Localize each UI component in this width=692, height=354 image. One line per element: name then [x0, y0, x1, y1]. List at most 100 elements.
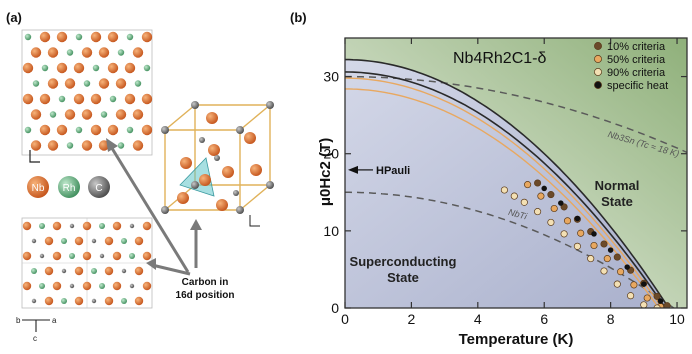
rh-atom: [75, 126, 83, 134]
crystal-view-bottom: b a c: [16, 217, 153, 343]
point-series-0: [600, 240, 608, 248]
nb-atom: [199, 174, 211, 186]
nb-atom: [22, 62, 34, 74]
point-series-1: [537, 192, 545, 200]
point-series-2: [600, 267, 608, 275]
nb-atom: [22, 281, 32, 291]
axis-glyph-top: [29, 150, 40, 163]
c-atom: [39, 253, 45, 259]
nb-atom: [22, 93, 34, 105]
point-series-2: [587, 255, 595, 263]
nb-atom: [82, 251, 92, 261]
c-atom: [91, 238, 97, 244]
c-atom: [266, 181, 274, 189]
nb-atom: [73, 62, 85, 74]
nb-atom: [208, 144, 220, 156]
rh-atom: [39, 283, 45, 289]
rh-atom: [49, 111, 57, 118]
nb-atom: [74, 296, 84, 306]
legend-c-label: C: [95, 183, 102, 194]
c-atom: [129, 223, 135, 229]
fit-curve-2: [345, 77, 663, 308]
point-series-2: [573, 242, 581, 250]
pauli-annotation: HPauli: [348, 165, 410, 177]
c-atom: [69, 283, 75, 289]
carbon-annotation-line1: Carbon in: [182, 277, 229, 288]
legend-rh: Rh: [58, 176, 80, 198]
c-atom: [191, 181, 199, 189]
rh-atom: [117, 142, 125, 149]
nb-atom: [132, 140, 144, 151]
point-series-1: [603, 255, 611, 263]
nb-atom: [134, 296, 144, 306]
nb-atom: [104, 236, 114, 246]
y-tick-label: 10: [323, 223, 339, 239]
point-series-2: [627, 292, 635, 300]
rh-atom: [126, 126, 134, 134]
nb-atom: [81, 140, 93, 151]
nb-atom: [98, 140, 110, 151]
point-series-1: [563, 217, 572, 225]
nb-atom: [124, 93, 136, 105]
c-atom: [266, 101, 274, 109]
rh-atom: [61, 238, 67, 244]
point-series-1: [590, 241, 598, 250]
point-series-2: [547, 218, 555, 226]
rh-atom: [109, 95, 117, 103]
fit-curve-0: [345, 58, 670, 308]
nb-atom: [44, 266, 54, 276]
crystal-view-top: [21, 29, 153, 163]
rh-atom: [117, 49, 125, 56]
rh-atom: [99, 223, 105, 229]
y-tick-label: 20: [323, 146, 339, 162]
rh-atom: [66, 142, 74, 149]
region-superconducting: Superconducting State: [350, 254, 457, 285]
nb-atom: [74, 236, 84, 246]
point-series-0: [547, 191, 555, 199]
point-series-3: [641, 281, 647, 287]
c-atom: [199, 137, 205, 143]
x-tick-label: 8: [607, 311, 615, 327]
point-series-3: [574, 215, 581, 222]
legend-rh-label: Rh: [63, 183, 76, 194]
rh-atom: [143, 64, 151, 72]
rh-atom: [61, 298, 67, 304]
nb-atom: [216, 199, 228, 211]
nb-atom: [52, 251, 62, 261]
rh-atom: [31, 268, 37, 274]
nb-atom: [124, 62, 136, 74]
rh-atom: [41, 64, 49, 72]
x-tick-label: 2: [408, 311, 416, 327]
legend-marker-2: [594, 68, 602, 76]
nb-atom: [132, 109, 144, 120]
c-atom: [161, 126, 169, 134]
point-series-1: [550, 204, 558, 213]
nb-atom: [30, 140, 42, 151]
x-tick-label: 4: [474, 311, 482, 327]
rh-atom: [92, 64, 100, 72]
nb-atom: [90, 93, 102, 105]
superconducting-region: [345, 59, 669, 308]
y-axis-label: μ0Hc2 (T): [317, 138, 334, 206]
nb-atom: [52, 221, 62, 231]
reference-curve-0: [345, 75, 687, 154]
nb-atom: [56, 62, 68, 74]
c-atom: [129, 283, 135, 289]
c-atom: [121, 268, 127, 274]
rh-atom: [75, 33, 83, 41]
nb-atom: [244, 132, 256, 144]
nb-atom: [44, 236, 54, 246]
nb-atom: [107, 31, 119, 43]
nb-atom: [206, 112, 218, 124]
carbon-annotation-line2: 16d position: [176, 290, 235, 301]
nb-atom: [22, 221, 32, 231]
nb-atom: [39, 31, 51, 43]
nb-atom: [81, 47, 93, 58]
point-series-3: [607, 247, 614, 253]
c-atom: [191, 101, 199, 109]
rh-atom: [129, 253, 135, 259]
point-series-0: [534, 179, 542, 187]
nb-atom: [98, 78, 110, 89]
nb-atom: [104, 266, 114, 276]
point-series-1: [577, 229, 585, 237]
